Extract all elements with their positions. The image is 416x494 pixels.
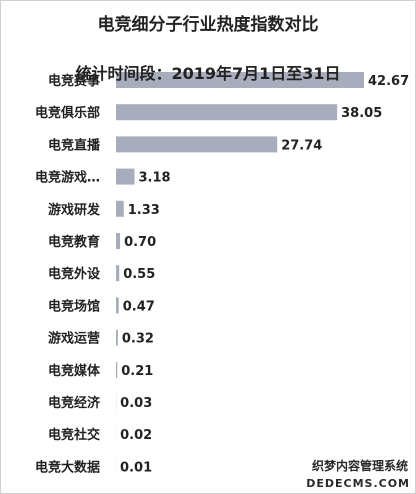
watermark-text: 织梦内容管理系统 <box>311 459 408 473</box>
category-label: 电竞外设 <box>48 266 101 282</box>
bar <box>116 200 124 217</box>
bar <box>116 329 118 346</box>
bar <box>116 168 135 185</box>
value-label: 38.05 <box>341 106 382 121</box>
value-label: 0.55 <box>123 267 155 282</box>
category-label: 游戏研发 <box>48 202 101 218</box>
bar <box>116 136 278 153</box>
category-label: 电竞直播 <box>48 137 101 153</box>
category-label: 电竞经济 <box>48 395 101 411</box>
value-label: 0.03 <box>120 396 152 411</box>
category-label: 电竞媒体 <box>48 363 101 379</box>
chart-title: 电竞细分子行业热度指数对比 <box>97 15 319 35</box>
value-label: 0.32 <box>122 332 154 347</box>
value-label: 0.70 <box>124 235 156 250</box>
value-label: 3.18 <box>138 171 170 186</box>
bars-group: 电竞赛事 42.67 电竞俱乐部 38.05 电竞直播 27.74 电竞游戏… 3.18 游戏研… <box>35 72 409 475</box>
category-label: 电竞赛事 <box>48 73 100 89</box>
category-label: 游戏运营 <box>48 331 100 347</box>
bar <box>116 361 118 378</box>
value-label: 0.02 <box>120 428 152 443</box>
bar <box>116 297 119 314</box>
value-label: 0.01 <box>120 460 152 475</box>
value-label: 0.47 <box>123 299 155 314</box>
value-label: 27.74 <box>281 138 322 153</box>
bar <box>116 104 338 121</box>
category-label: 电竞游戏… <box>35 170 100 186</box>
bar <box>116 265 120 282</box>
category-label: 电竞教育 <box>48 234 100 250</box>
category-label: 电竞场馆 <box>48 298 100 314</box>
chart-subtitle: 统计时间段：2019年7月1日至31日 <box>75 64 341 83</box>
category-label: 电竞大数据 <box>35 459 100 475</box>
value-label: 1.33 <box>128 203 160 218</box>
watermark-domain: DEDECMS.COM <box>306 477 410 490</box>
value-label: 0.21 <box>121 364 153 379</box>
category-label: 电竞俱乐部 <box>35 105 100 121</box>
category-label: 电竞社交 <box>48 427 100 443</box>
bar <box>116 72 364 88</box>
bar <box>116 233 121 249</box>
value-label: 42.67 <box>368 74 409 89</box>
